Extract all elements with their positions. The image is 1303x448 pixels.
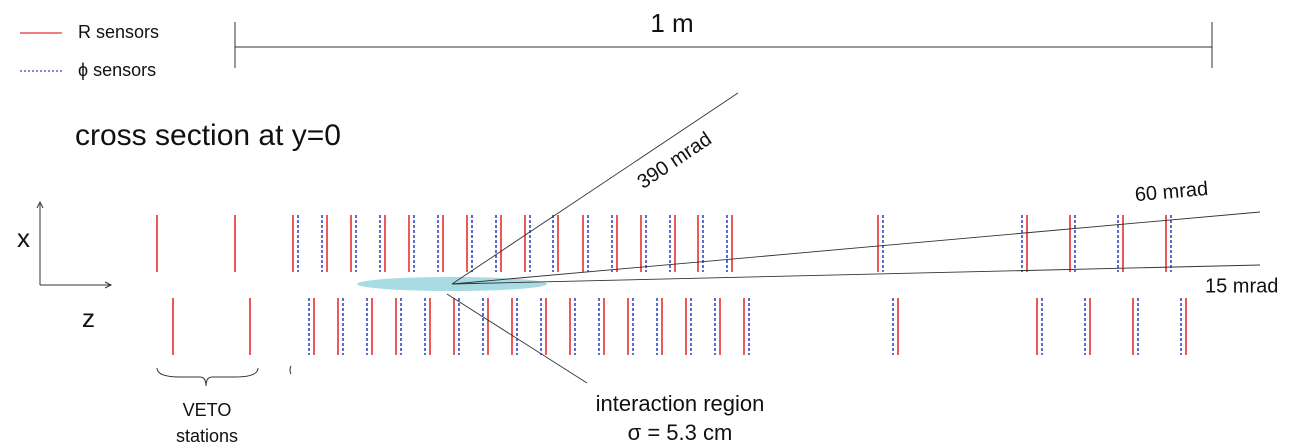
legend-r-text: R sensors: [78, 22, 159, 42]
tick: [289, 365, 292, 375]
angle-lines: [446, 92, 1261, 384]
title: cross section at y=0: [75, 119, 341, 152]
angle-15: 15 mrad: [1205, 275, 1278, 297]
veto-line1: VETO: [183, 400, 232, 420]
axis-z: z: [82, 303, 95, 333]
interaction-sigma: σ = 5.3 cm: [628, 420, 733, 445]
veto-line2: stations: [176, 426, 238, 446]
scale-bar: [234, 22, 1213, 68]
axis-x: x: [17, 223, 30, 253]
interaction-label: interaction region: [596, 391, 765, 416]
angle-60: 60 mrad: [1134, 178, 1209, 206]
sensors: [156, 215, 1187, 355]
veto-brace: [156, 367, 259, 387]
scale-label: 1 m: [650, 8, 693, 38]
axes-icon: [36, 200, 113, 289]
legend-phi-text: ϕ sensors: [78, 60, 156, 80]
angle-390: 390 mrad: [633, 128, 715, 193]
